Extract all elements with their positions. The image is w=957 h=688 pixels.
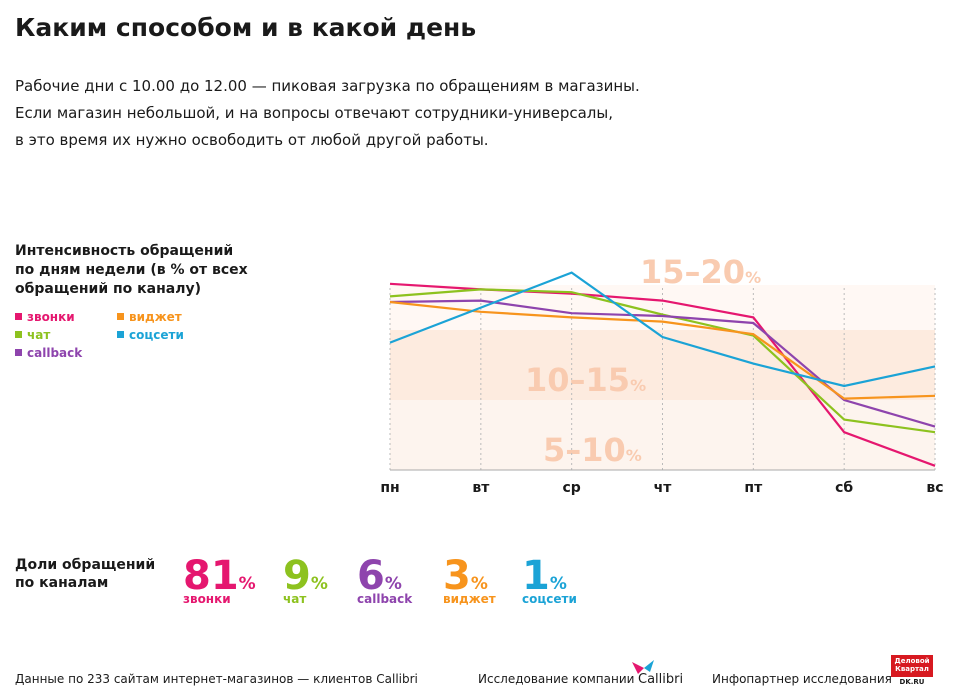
partner-logo: Квартал <box>895 665 929 673</box>
logo-icon <box>632 662 644 674</box>
research: Исследование компании <box>478 672 634 686</box>
legend-label: звонки <box>27 310 75 324</box>
share-value: 3% <box>443 553 488 599</box>
share-label: чат <box>283 592 306 606</box>
description: Если магазин небольшой, и на вопросы отв… <box>15 104 613 122</box>
chart-title: обращений по каналу) <box>15 281 201 297</box>
legend-swatch <box>117 313 124 320</box>
share-value: 81% <box>183 553 256 599</box>
series-line <box>389 300 936 400</box>
share-number: 6 <box>357 553 385 599</box>
share-value: 1% <box>522 553 567 599</box>
legend-swatch <box>15 349 22 356</box>
partner-site: DK.RU <box>900 678 925 686</box>
x-tick-label: ср <box>563 480 581 496</box>
shares-title: Доли обращений <box>15 557 155 573</box>
partner: Инфопартнер исследования <box>712 672 892 686</box>
share-label: виджет <box>443 592 496 606</box>
band-label: 10–15% <box>525 361 646 399</box>
research-logo: Callibri <box>638 672 683 687</box>
partner-logo: Деловой <box>894 657 929 665</box>
share-unit: % <box>471 574 488 594</box>
shares-title: по каналам <box>15 575 108 591</box>
band-label: 15–20% <box>640 253 761 291</box>
band-label-range: 10–15 <box>525 361 630 399</box>
description: Рабочие дни с 10.00 до 12.00 — пиковая з… <box>15 77 640 95</box>
legend-label: соцсети <box>129 328 184 342</box>
share-label: callback <box>357 592 413 606</box>
band-label: 5–10% <box>543 431 642 469</box>
share-value: 9% <box>283 553 328 599</box>
band-label-unit: % <box>745 268 761 287</box>
description: в это время их нужно освободить от любой… <box>15 131 489 149</box>
series-line <box>389 271 936 388</box>
x-tick-label: пн <box>380 480 399 496</box>
x-tick-label: сб <box>835 480 853 496</box>
band-label-range: 5–10 <box>543 431 626 469</box>
share-number: 81 <box>183 553 239 599</box>
chart-title: по дням недели (в % от всех <box>15 262 248 278</box>
chart-title: Интенсивность обращений <box>15 243 233 259</box>
share-unit: % <box>311 574 328 594</box>
x-tick-label: пт <box>744 480 763 496</box>
band-label-unit: % <box>626 446 642 465</box>
legend-label: callback <box>27 346 83 360</box>
series-line <box>389 288 936 434</box>
logo-icon <box>644 660 654 672</box>
legend-swatch <box>15 331 22 338</box>
x-tick-label: вт <box>472 480 490 496</box>
x-tick-label: чт <box>654 480 673 496</box>
partner-logo-bg <box>891 655 933 677</box>
band-label-unit: % <box>630 376 646 395</box>
share-unit: % <box>239 574 256 594</box>
share-number: 3 <box>443 553 471 599</box>
share-unit: % <box>550 574 567 594</box>
legend-swatch <box>117 331 124 338</box>
share-label: звонки <box>183 592 231 606</box>
legend-label: виджет <box>129 310 182 324</box>
share-label: соцсети <box>522 592 577 606</box>
source: Данные по 233 сайтам интернет-магазинов … <box>15 672 418 686</box>
x-tick-label: вс <box>926 480 943 496</box>
legend-label: чат <box>27 328 50 342</box>
share-unit: % <box>385 574 402 594</box>
page-title: Каким способом и в какой день <box>15 13 476 42</box>
share-number: 9 <box>283 553 311 599</box>
band-label-range: 15–20 <box>640 253 745 291</box>
share-value: 6% <box>357 553 402 599</box>
share-number: 1 <box>522 553 550 599</box>
series-line <box>389 299 936 428</box>
legend-swatch <box>15 313 22 320</box>
